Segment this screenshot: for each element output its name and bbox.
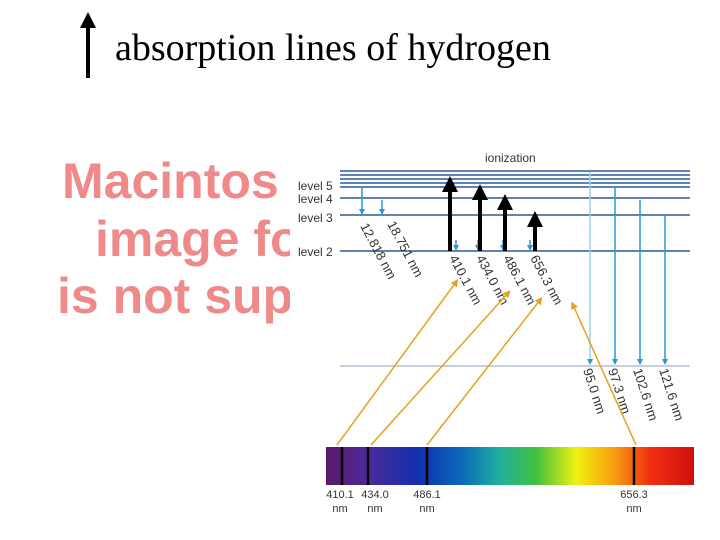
spectrum-lines bbox=[340, 447, 636, 485]
spectrum-unit: nm bbox=[626, 503, 641, 515]
spectrum bbox=[326, 447, 694, 485]
level-label: level 5 bbox=[298, 179, 333, 193]
spectrum-value: 434.0 bbox=[361, 489, 389, 501]
placeholder-line: Macintos bbox=[62, 153, 279, 209]
spectrum-unit: nm bbox=[419, 503, 434, 515]
ionization-label: ionization bbox=[485, 151, 536, 165]
spectrum-unit: nm bbox=[332, 503, 347, 515]
energy-levels bbox=[340, 170, 690, 367]
wavelength-label: 102.6 nm bbox=[630, 366, 661, 422]
title: absorption lines of hydrogen bbox=[115, 27, 551, 69]
level-label: level 2 bbox=[298, 245, 333, 259]
pointer-arrows bbox=[336, 278, 637, 446]
spectrum-unit: nm bbox=[367, 503, 382, 515]
placeholder: Macintos image fo is not sup bbox=[57, 153, 301, 324]
level-label: level 4 bbox=[298, 192, 333, 206]
spectrum-value: 410.1 bbox=[326, 489, 354, 501]
placeholder-line: is not sup bbox=[57, 268, 293, 324]
spectrum-value: 656.3 bbox=[620, 489, 648, 501]
placeholder-line: image fo bbox=[95, 211, 301, 267]
spectrum-value: 486.1 bbox=[413, 489, 441, 501]
level-label: level 3 bbox=[298, 211, 333, 225]
absorption-arrows bbox=[442, 176, 543, 251]
